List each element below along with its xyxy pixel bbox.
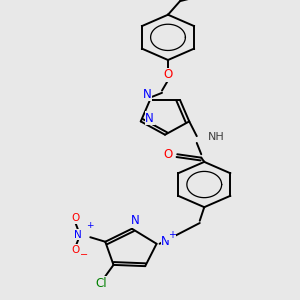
Text: O: O bbox=[164, 148, 173, 161]
Text: +: + bbox=[168, 230, 176, 240]
Text: O: O bbox=[71, 245, 80, 255]
Text: N: N bbox=[161, 235, 170, 248]
Text: N: N bbox=[74, 230, 82, 240]
Text: Cl: Cl bbox=[96, 277, 107, 290]
Text: NH: NH bbox=[208, 132, 225, 142]
Text: O: O bbox=[71, 213, 80, 223]
Text: N: N bbox=[142, 88, 152, 101]
Text: O: O bbox=[164, 68, 172, 81]
Text: N: N bbox=[146, 112, 154, 124]
Text: +: + bbox=[86, 221, 94, 230]
Text: −: − bbox=[80, 250, 88, 260]
Text: N: N bbox=[130, 214, 139, 227]
